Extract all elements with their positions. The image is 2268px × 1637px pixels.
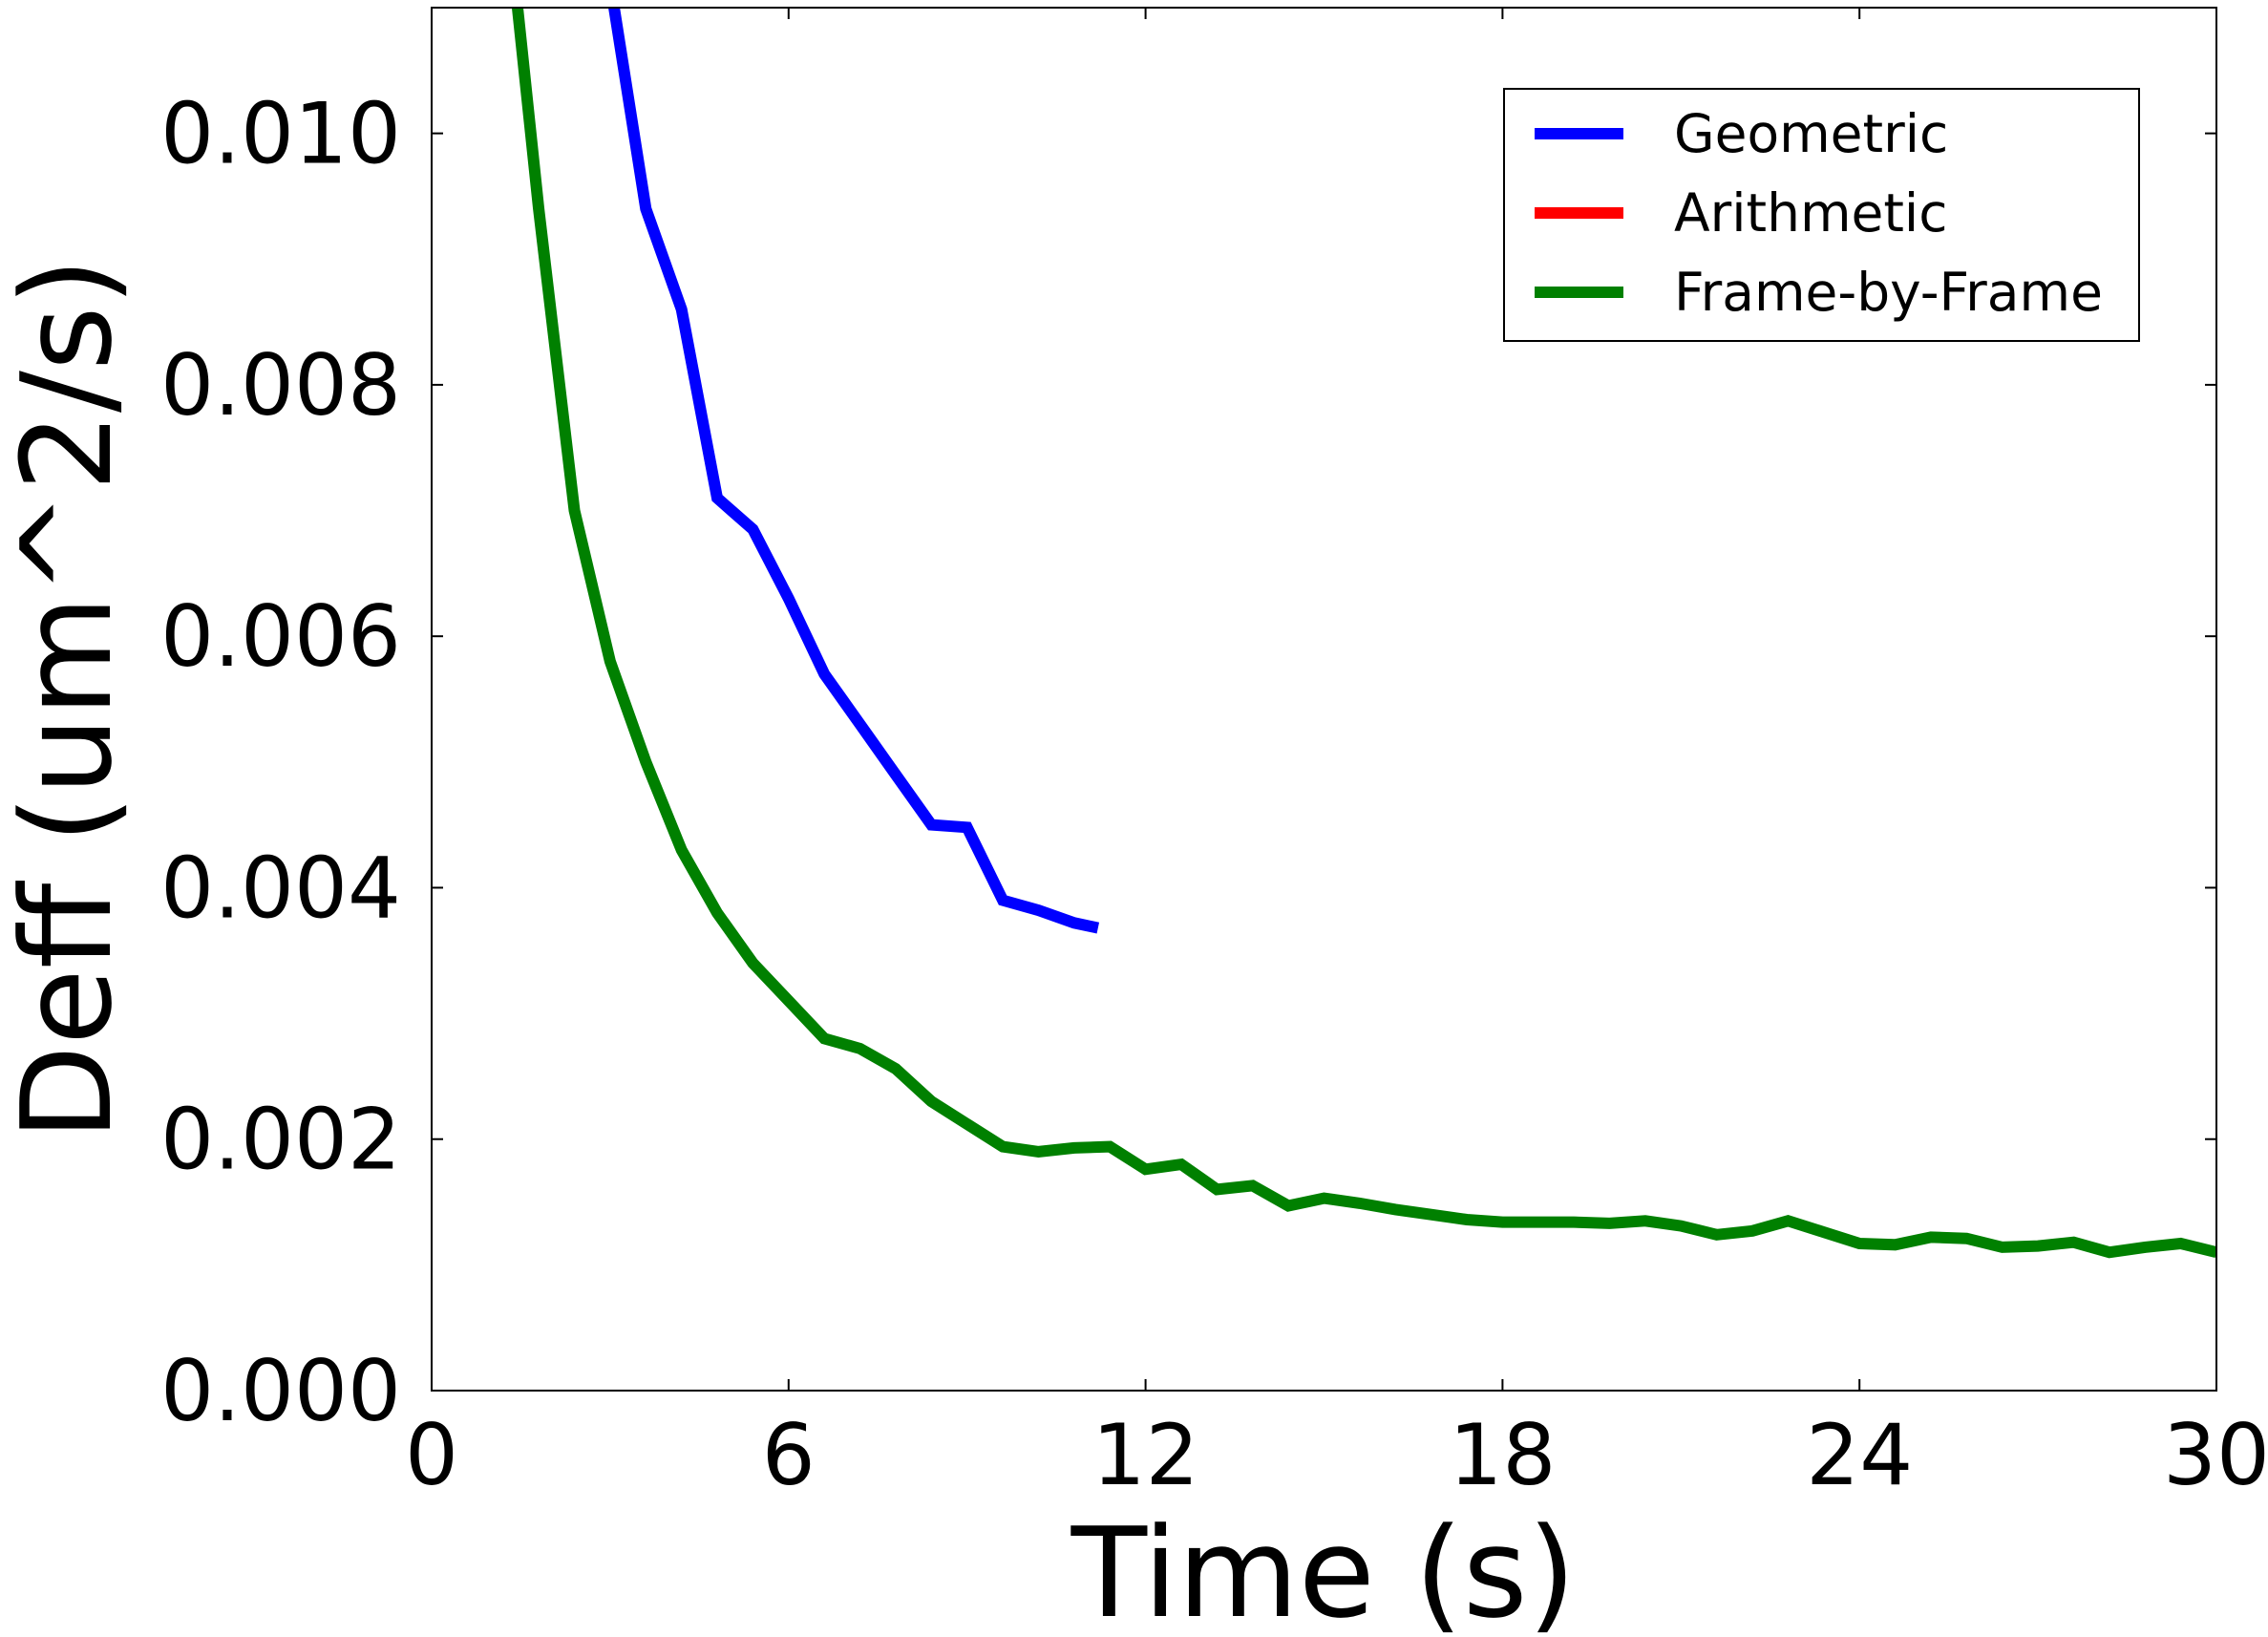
y-tick-label: 0.002 xyxy=(160,1091,401,1189)
x-tick-label: 6 xyxy=(762,1406,816,1504)
series-line-geometric xyxy=(607,8,1100,934)
ticks-layer: 0 6 12 18 24 30 0.000 0.002 0.004 0.006 0.008 0.010 xyxy=(160,8,2268,1504)
x-tick-label: 30 xyxy=(2163,1406,2268,1504)
x-tick-label: 18 xyxy=(1449,1406,1556,1504)
y-tick-label: 0.006 xyxy=(160,587,401,686)
y-axis-label: Deff (um^2/s) xyxy=(0,258,139,1141)
legend-label: Geometric xyxy=(1674,103,1948,164)
plot-frame xyxy=(431,7,2217,1392)
legend: Geometric Arithmetic Frame-by-Frame xyxy=(1503,88,2140,342)
legend-label: Arithmetic xyxy=(1674,182,1947,244)
y-tick-label: 0.000 xyxy=(160,1342,401,1440)
series-line-frame-by-frame xyxy=(511,8,2216,1259)
x-tick-label: 24 xyxy=(1806,1406,1913,1504)
y-tick-label: 0.008 xyxy=(160,336,401,435)
series-layer xyxy=(511,8,2216,1259)
y-tick-label: 0.004 xyxy=(160,839,401,937)
x-tick-label: 0 xyxy=(405,1406,458,1504)
x-axis-label: Time (s) xyxy=(1070,1500,1577,1637)
legend-label: Frame-by-Frame xyxy=(1674,262,2103,323)
y-tick-label: 0.010 xyxy=(160,85,401,183)
x-tick-label: 12 xyxy=(1092,1406,1199,1504)
